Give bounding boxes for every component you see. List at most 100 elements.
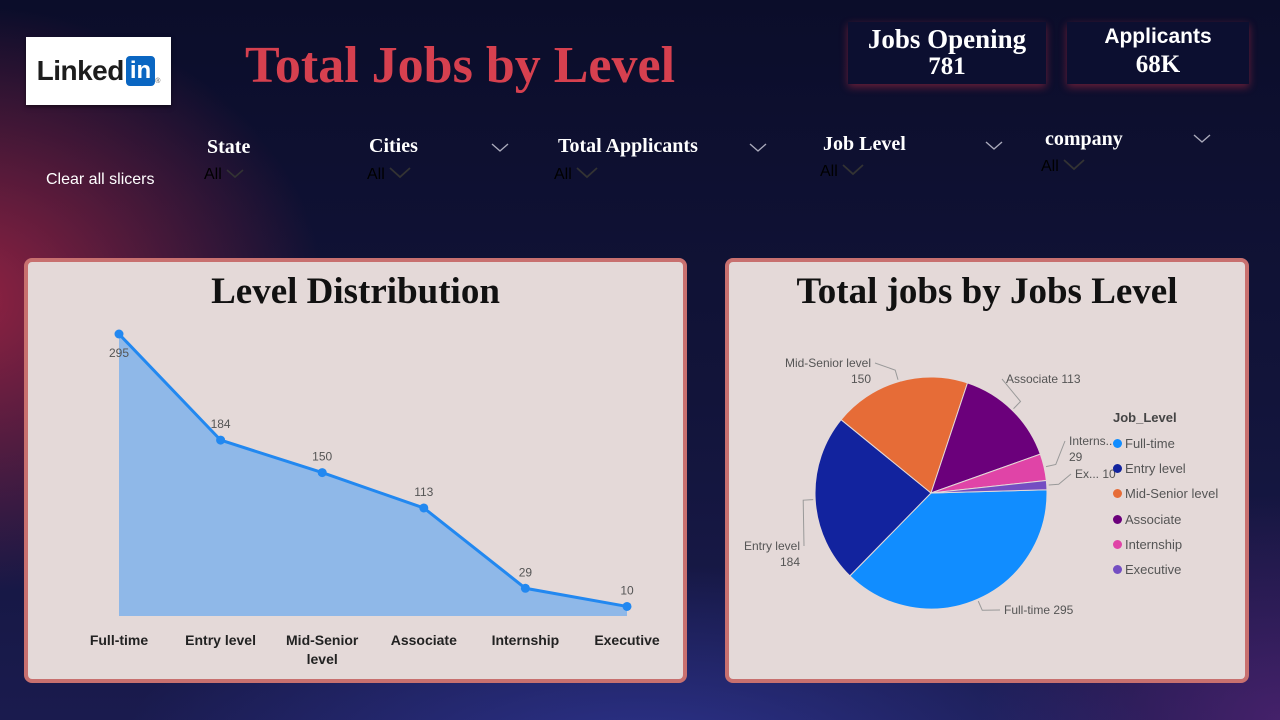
chevron-down-icon: [389, 166, 411, 183]
legend-marker: [1113, 565, 1122, 575]
chevron-down-icon[interactable]: [749, 140, 767, 158]
legend-marker: [1113, 464, 1122, 474]
pie-data-label: Ex... 10: [1075, 467, 1116, 481]
pie-slice[interactable]: [930, 479, 1048, 494]
legend-marker: [1113, 539, 1122, 549]
chevron-down-icon: [576, 166, 598, 183]
data-label: 10: [620, 583, 634, 597]
slicer-total-applicants-dropdown[interactable]: All: [554, 166, 769, 206]
slicer-cities-label: Cities: [369, 135, 418, 157]
data-label: 295: [109, 346, 129, 360]
legend-label: Associate: [1125, 511, 1182, 527]
applicants-label: Applicants: [1104, 25, 1212, 48]
x-tick-label: Associate: [391, 632, 457, 648]
data-point[interactable]: [419, 503, 429, 513]
data-label: 113: [414, 485, 433, 499]
pie-data-label: Associate 113: [1006, 372, 1081, 386]
applicants-value: 68K: [1135, 51, 1181, 78]
slicer-cities-value: All: [367, 166, 385, 183]
legend-item[interactable]: Mid-Senior level: [1113, 481, 1218, 506]
data-point[interactable]: [216, 435, 226, 445]
jobs-by-level-title: Total jobs by Jobs Level: [796, 271, 1178, 312]
pie-slice[interactable]: [930, 382, 1041, 494]
jobs-opening-value: 781: [928, 53, 966, 80]
jobs-by-level-pie-chart: Full-time 295 Entry level 184 Mid-Senior le…: [744, 356, 1116, 617]
clear-all-slicers-button[interactable]: Clear all slicers: [46, 171, 155, 188]
leader-line: [1001, 378, 1022, 410]
slicer-job-level-label: Job Level: [823, 133, 906, 155]
legend-label: Executive: [1125, 562, 1182, 578]
slicer-job-level: Job Level: [823, 133, 906, 156]
slicer-total-applicants-label: Total Applicants: [558, 135, 698, 157]
legend-label: Mid-Senior level: [1125, 486, 1219, 502]
slicer-cities-dropdown[interactable]: All: [367, 166, 512, 201]
data-point[interactable]: [317, 468, 327, 478]
pie-data-label: Entry level 184: [744, 539, 800, 569]
slicer-job-level-value: All: [820, 163, 838, 180]
slicer-job-level-dropdown[interactable]: All: [820, 163, 1005, 202]
legend-item[interactable]: Internship: [1113, 532, 1218, 557]
jobs-opening-card: Jobs Opening 781: [848, 22, 1046, 84]
legend-marker: [1113, 489, 1122, 499]
legend-item[interactable]: Executive: [1113, 557, 1218, 582]
level-distribution-title: Level Distribution: [211, 271, 500, 312]
pie-data-label: Full-time 295: [1004, 603, 1074, 617]
chevron-down-icon: [842, 163, 864, 180]
linkedin-logo: Linked in ®: [26, 37, 171, 105]
chevron-down-icon[interactable]: [1193, 131, 1211, 149]
leader-line: [1045, 440, 1066, 468]
x-tick-label: Executive: [594, 632, 660, 648]
jobs-opening-label: Jobs Opening: [867, 24, 1027, 54]
logo-in-badge: in: [125, 56, 156, 86]
slicer-state-dropdown[interactable]: All: [204, 166, 337, 199]
series-line: [117, 332, 628, 608]
pie-slice[interactable]: [814, 418, 932, 577]
leader-line: [874, 362, 899, 380]
data-point[interactable]: [622, 601, 632, 611]
chevron-down-icon[interactable]: [985, 138, 1003, 156]
data-point[interactable]: [114, 329, 124, 339]
x-tick-label: Full-time: [90, 632, 149, 648]
pie-legend: Job_Level Full-time Entry level Mid-Senior…: [1113, 410, 1218, 582]
legend-label: Entry level: [1125, 461, 1186, 477]
area-fill: [119, 334, 627, 616]
slicer-company-dropdown[interactable]: All: [1041, 158, 1213, 197]
x-tick-label: Mid-Senior level: [286, 632, 359, 667]
slicer-cities: Cities: [369, 135, 418, 158]
logo-word: Linked: [36, 55, 125, 86]
data-label: 150: [312, 450, 332, 464]
slicer-company-value: All: [1041, 158, 1059, 175]
slicer-state-value: All: [204, 166, 222, 183]
pie-slice[interactable]: [840, 376, 969, 494]
data-point[interactable]: [520, 583, 530, 593]
logo-trademark: ®: [155, 78, 161, 85]
level-distribution-panel: Level Distribution 295 184 150 113 29 10 Full-…: [24, 258, 687, 683]
slicer-total-applicants: Total Applicants: [558, 135, 698, 158]
legend-item[interactable]: Associate: [1113, 507, 1218, 532]
leader-line: [977, 600, 1001, 611]
page-title: Total Jobs by Level: [245, 37, 676, 94]
legend-item[interactable]: Entry level: [1113, 456, 1218, 481]
applicants-card: Applicants 68K: [1067, 22, 1249, 84]
leader-line: [802, 499, 814, 547]
slicer-state-label: State: [207, 136, 251, 158]
slicer-total-applicants-value: All: [554, 166, 572, 183]
legend-label: Full-time: [1125, 436, 1175, 452]
slicer-company: company: [1045, 128, 1123, 151]
legend-title: Job_Level: [1113, 410, 1177, 425]
leader-line: [1048, 473, 1072, 486]
x-tick-label: Internship: [492, 632, 560, 648]
pie-data-label: Mid-Senior level 150: [785, 356, 871, 386]
jobs-by-level-panel: Total jobs by Jobs Level Full-time 295 En…: [725, 258, 1249, 683]
pie-data-label: Interns... 29: [1069, 434, 1116, 464]
legend-item[interactable]: Full-time: [1113, 431, 1218, 456]
level-distribution-chart: 295 184 150 113 29 10 Full-time Entry level Mid-…: [90, 329, 660, 667]
legend-marker: [1113, 439, 1122, 449]
slicer-company-label: company: [1045, 128, 1123, 150]
slicer-state: State: [207, 136, 250, 159]
legend-marker: [1113, 514, 1122, 524]
pie-slice[interactable]: [849, 489, 1048, 610]
chevron-down-icon: [1063, 158, 1085, 175]
legend-label: Internship: [1125, 536, 1183, 552]
chevron-down-icon[interactable]: [491, 140, 509, 158]
